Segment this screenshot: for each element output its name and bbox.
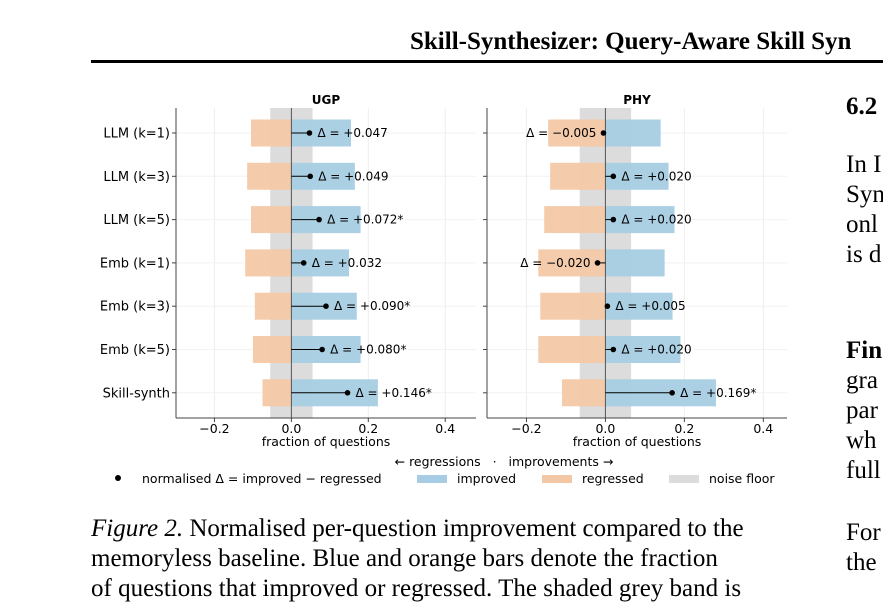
ugp-delta-label: Δ = +0.032 [312,256,382,270]
ugp-delta-dot [344,390,351,396]
phy-regressed-bar [538,249,606,277]
phy-delta-label: Δ = −0.020 [520,256,590,270]
phy-delta-label: Δ = +0.020 [621,169,691,183]
phy-delta-dot [594,260,601,266]
phy-delta-dot [610,216,617,223]
ugp-panel-title: UGP [312,93,341,107]
body-fragment-6: par [846,397,878,424]
ugp-category-label: Emb (k=5) [100,343,170,358]
ugp-regressed-bar [251,206,292,234]
ugp-delta-dot [300,260,307,266]
phy-panel-title: PHY [623,93,651,107]
phy-improved-bar [605,292,673,320]
caption-line-3: of questions that improved or regressed.… [91,575,742,602]
ugp-delta-dot [319,346,325,353]
ugp-delta-dot [307,173,314,180]
phy-delta-dot [600,130,607,136]
legend-improved-label: improved [457,471,516,486]
section-heading-fragment: 6.2 [846,93,878,120]
body-fragment-5: gra [846,367,878,394]
ugp-regressed-bar [247,162,292,190]
legend-dot-label: normalised Δ = improved − regressed [142,471,382,486]
caption-label: Figure 2. [91,515,184,542]
phy-x-tick-label: 0.2 [674,421,694,436]
caption-line-2: memoryless baseline. Blue and orange bar… [91,545,718,572]
ugp-x-axis-label: fraction of questions [262,434,391,449]
ugp-delta-label: Δ = +0.047 [317,126,387,140]
phy-delta-label: Δ = −0.005 [526,126,596,140]
para-heading-fragment: Fin [846,337,883,364]
phy-delta-dot [604,303,611,310]
ugp-category-label: Skill-synth [103,386,170,401]
running-title: Skill-Synthesizer: Query-Aware Skill Syn [410,28,852,55]
phy-regressed-bar [550,162,606,190]
phy-improved-bar [605,119,661,147]
body-fragment-1: In I [846,151,882,178]
caption-line-1: Normalised per-question improvement comp… [189,515,744,542]
phy-regressed-bar [548,119,606,147]
figure-2-chart: Δ = +0.047 Δ = +0.049 Δ = +0.072* Δ = +0.03… [100,93,787,486]
header-rule [91,60,883,63]
legend-regressed-swatch [542,475,572,483]
ugp-category-label: LLM (k=3) [103,170,170,185]
phy-improved-bar [605,336,681,363]
ugp-x-tick-label: 0.0 [281,421,301,436]
legend-improved-swatch [417,475,447,483]
phy-x-tick-label: 0.0 [595,421,615,436]
ugp-x-tick-label: 0.2 [358,421,378,436]
body-fragment-10: the [846,549,877,576]
ugp-delta-dot [306,130,313,136]
legend: normalised Δ = improved − regressed impr… [115,471,775,486]
phy-delta-dot [610,346,617,353]
legend-dot-marker [115,475,121,481]
phy-delta-label: Δ = +0.020 [621,213,691,227]
phy-delta-label: Δ = +0.020 [621,343,691,357]
ugp-delta-dot [323,303,329,310]
phy-x-tick-label: −0.2 [511,421,541,436]
phy-improved-bar [605,249,665,277]
phy-delta-label: Δ = +0.005 [615,299,685,313]
ugp-regressed-bar [252,336,292,363]
legend-direction: ← regressions · improvements → [395,454,614,469]
ugp-delta-label: Δ = +0.080* [330,343,406,357]
body-fragment-3: onl [846,211,878,238]
phy-panel: Δ = −0.005 Δ = +0.020 Δ = +0.020 Δ = −0.020… [483,93,787,449]
ugp-x-tick-label: 0.4 [435,421,455,436]
ugp-delta-label: Δ = +0.049 [318,169,388,183]
phy-regressed-bar [562,379,606,407]
ugp-delta-dot [316,216,322,223]
phy-x-axis-label: fraction of questions [573,434,702,449]
body-fragment-2: Syn [846,181,883,208]
phy-improved-bar [605,206,675,234]
phy-regressed-bar [538,336,606,363]
figure-caption: Figure 2. Normalised per-question improv… [91,514,796,604]
legend-noise-swatch [669,475,699,483]
body-fragment-4: is d [846,241,882,268]
ugp-panel: Δ = +0.047 Δ = +0.049 Δ = +0.072* Δ = +0.03… [100,93,476,449]
ugp-category-label: LLM (k=5) [103,213,170,228]
ugp-regressed-bar [254,292,292,320]
phy-regressed-bar [540,292,606,320]
ugp-category-label: Emb (k=3) [100,300,170,315]
ugp-category-label: LLM (k=1) [103,127,170,142]
phy-delta-label: Δ = +0.169* [680,386,756,400]
phy-x-tick-label: 0.4 [753,421,773,436]
ugp-x-tick-label: −0.2 [199,421,229,436]
legend-noise-label: noise floor [709,471,775,486]
ugp-regressed-bar [251,119,292,147]
ugp-regressed-bar [245,249,292,277]
body-fragment-9: For [846,519,881,546]
ugp-delta-label: Δ = +0.146* [356,386,432,400]
body-fragment-7: wh [846,427,877,454]
ugp-category-label: Emb (k=1) [100,256,170,271]
phy-regressed-bar [544,206,606,234]
ugp-delta-label: Δ = +0.072* [327,213,403,227]
legend-regressed-label: regressed [582,471,644,486]
phy-delta-dot [669,390,675,396]
body-fragment-8: full [846,457,881,484]
phy-delta-dot [610,173,617,180]
ugp-regressed-bar [262,379,292,407]
ugp-delta-label: Δ = +0.090* [334,299,410,313]
